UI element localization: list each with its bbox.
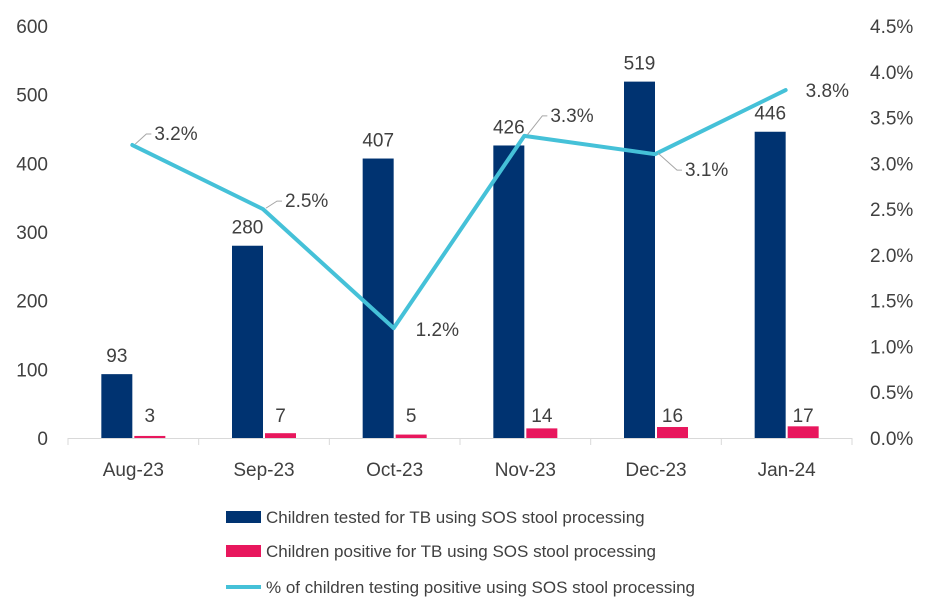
legend-swatch-positive [226,545,261,557]
y-left-tick-label: 200 [16,292,48,313]
y-right-tick-label: 0.5% [870,383,913,404]
bars [101,81,819,439]
data-label-leader-line [657,152,682,171]
data-label-positive: 16 [662,406,683,427]
y-right-tick-label: 4.5% [870,17,913,38]
data-label-leader-line [265,200,282,209]
y-right-tick-label: 3.0% [870,154,913,175]
y-right-axis: 0.0% 0.5% 1.0% 1.5% 2.0% 2.5% 3.0% 3.5% 4.0% 4.5% [870,17,913,450]
bar-tested [101,374,133,438]
data-label-positive: 3 [145,406,156,427]
x-axis-category-label: Dec-23 [625,460,686,481]
legend-label: Children positive for TB using SOS stool… [266,542,656,561]
bar-tested [493,145,525,439]
data-labels: 93 280 407 426 519 446 3 7 5 14 16 17 3.2% 2.5% 1.2% 3.… [106,54,849,427]
line-percent-positive [130,88,788,331]
bar-positive [657,427,688,438]
data-label-percent: 3.3% [550,106,593,127]
line-point [392,326,396,330]
data-label-tested: 446 [754,104,786,125]
y-left-tick-label: 500 [16,86,48,107]
y-left-tick-label: 100 [16,360,48,381]
x-axis-category-label: Nov-23 [495,460,556,481]
x-axis-category-label: Sep-23 [233,460,294,481]
y-right-tick-label: 2.5% [870,200,913,221]
data-label-tested: 280 [232,218,264,239]
data-label-tested: 93 [106,346,127,367]
bar-tested [754,131,786,438]
bar-positive [134,435,166,438]
bar-tested [624,81,655,439]
legend-label: % of children testing positive using SOS… [266,578,695,597]
data-label-positive: 5 [406,406,417,427]
y-left-tick-label: 0 [37,429,48,450]
line-point [522,134,526,138]
data-label-leader-line [526,115,548,136]
y-right-tick-label: 0.0% [870,429,913,450]
line-point [130,143,134,147]
legend-swatch-tested [226,511,261,523]
legend-label: Children tested for TB using SOS stool p… [266,508,645,527]
line-point [784,88,788,92]
bar-positive [526,428,558,438]
bar-tested [232,245,263,438]
y-left-tick-label: 600 [16,17,48,38]
y-left-tick-label: 400 [16,154,48,175]
data-label-leader-line [134,133,152,145]
x-axis: Aug-23 Sep-23 Oct-23 Nov-23 Dec-23 Jan-24 [67,438,853,481]
y-right-tick-label: 4.0% [870,63,913,84]
data-label-positive: 17 [793,406,814,427]
y-left-tick-label: 300 [16,223,48,244]
x-axis-category-label: Aug-23 [103,460,164,481]
line-series [130,88,788,331]
bar-positive [395,434,427,438]
data-label-positive: 7 [275,406,286,427]
y-right-tick-label: 2.0% [870,246,913,267]
data-label-tested: 426 [493,117,525,138]
y-left-axis: 0 100 200 300 400 500 600 [16,17,48,450]
data-label-percent: 3.2% [154,124,197,145]
bar-tested [362,158,394,438]
data-label-tested: 407 [362,131,394,152]
x-axis-category-label: Oct-23 [366,460,423,481]
data-label-percent: 3.1% [685,160,728,181]
data-label-positive: 14 [531,406,553,427]
data-label-percent: 2.5% [285,191,328,212]
x-axis-category-label: Jan-24 [758,460,817,481]
y-right-tick-label: 1.0% [870,337,913,358]
bar-positive [787,426,819,438]
y-right-tick-label: 3.5% [870,109,913,130]
line-point [261,207,265,211]
line-point [653,152,657,156]
data-label-percent: 3.8% [806,81,849,102]
bar-positive [265,433,296,438]
y-right-tick-label: 1.5% [870,292,913,313]
data-label-tested: 519 [624,54,656,75]
data-label-percent: 1.2% [416,320,459,341]
legend: Children tested for TB using SOS stool p… [226,508,695,597]
